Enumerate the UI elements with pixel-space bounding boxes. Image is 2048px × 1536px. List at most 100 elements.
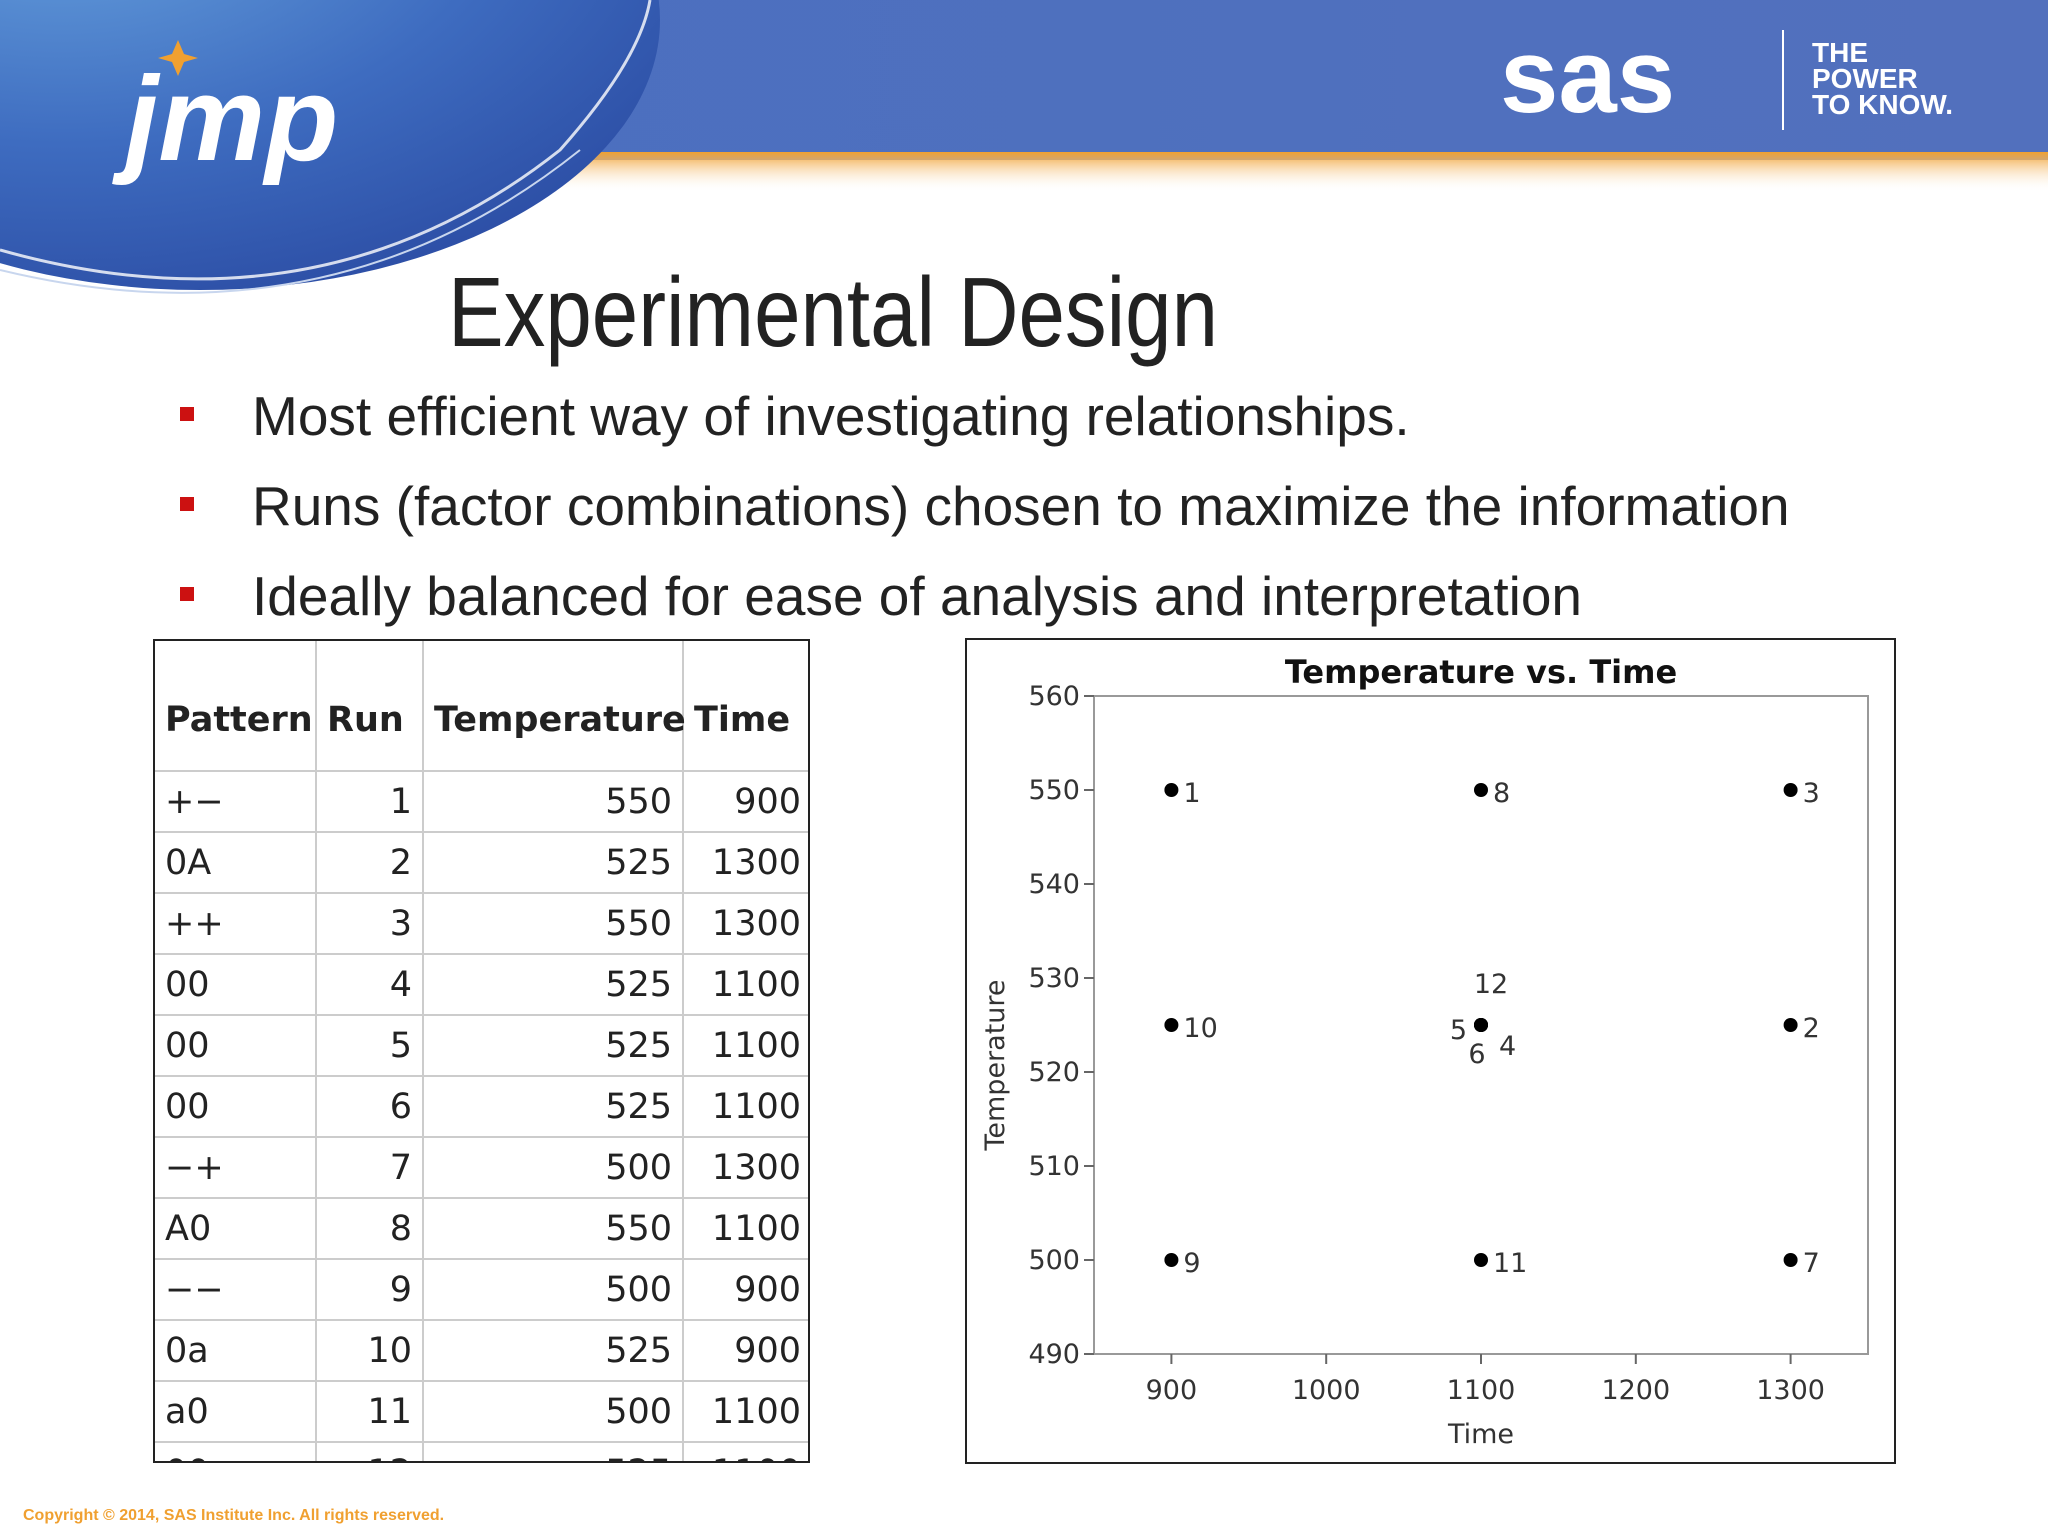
point-label: 5 [1450,1015,1467,1046]
bullet-marker [180,497,194,511]
bullet-list: Most efficient way of investigating rela… [180,385,1790,627]
table-cell: 2 [316,832,424,894]
point-label: 6 [1468,1039,1485,1070]
point-label: 10 [1183,1013,1217,1044]
x-tick-label: 1100 [1447,1375,1516,1406]
point-label: 1 [1183,778,1200,809]
x-axis-label: Time [1447,1419,1514,1450]
table-row: −+ 7 500 1300 [155,1137,808,1199]
table-cell: 00 [155,1015,317,1077]
table-cell: 525 [423,954,684,1016]
table-body: +− 1 550 900 0A 2 525 1300 ++ 3 550 1300 00 4 525 1100 0… [155,771,808,1461]
table-cell: 8 [316,1198,424,1260]
point [1164,1253,1179,1267]
point [1783,1018,1798,1032]
table-row: 00125251100 [155,1442,808,1461]
point [1164,1018,1179,1032]
table-cell: 550 [423,893,684,955]
slide-title: Experimental Design [448,257,1218,367]
point-label: 12 [1474,969,1508,1000]
table-cell: 0A [155,832,317,894]
table-cell: 1100 [683,954,808,1016]
table-cell: 525 [423,1320,684,1382]
table-row: ++ 3 550 1300 [155,893,808,955]
column-header: Temperature [423,641,686,772]
tagline-line: POWER [1812,63,1918,94]
logo-star [158,40,198,76]
table-cell: ++ [155,893,317,955]
table-cell: 1300 [683,832,808,894]
y-tick-label: 540 [1028,869,1080,900]
point-label: 3 [1803,778,1820,809]
header-row: Pattern Run Temperature Time [155,641,808,772]
point [1474,783,1488,797]
table-cell: 11 [316,1381,424,1443]
table-cell: 0a [155,1320,317,1382]
table-cell: 00 [155,1076,317,1138]
y-tick-label: 500 [1028,1245,1080,1276]
point-label: 7 [1803,1248,1820,1279]
table-cell: 550 [423,1198,684,1260]
column-header: Pattern [155,641,317,772]
table-cell: a0 [155,1381,317,1443]
logo-jmp: jmp [112,52,338,186]
chart-title: Temperature vs. Time [1285,653,1677,691]
table-cell: 525 [423,1015,684,1077]
table-cell: 4 [316,954,424,1016]
table-cell: 1300 [683,1137,808,1199]
table: Pattern Run Temperature Time +− 1 550 900 0A 2 525… [155,641,808,1461]
x-tick-label: 900 [1146,1375,1198,1406]
table-cell: −+ [155,1137,317,1199]
header-stripe [420,152,2048,192]
bullet-text: Most efficient way of investigating rela… [252,385,1410,447]
y-tick-label: 510 [1028,1151,1080,1182]
x-tick-label: 1200 [1601,1375,1670,1406]
table-cell: 525 [423,1076,684,1138]
table-cell: 550 [423,771,684,833]
point [1474,1018,1488,1032]
table-cell: 1100 [683,1442,808,1461]
table-cell: A0 [155,1198,317,1260]
point-label: 8 [1493,778,1510,809]
copyright: Copyright © 2014, SAS Institute Inc. All… [23,1507,444,1524]
point [1783,783,1798,797]
y-tick-label: 490 [1028,1339,1080,1370]
chart: Temperature vs. Time49050051052053054055… [980,653,1869,1450]
swoosh [0,149,581,294]
table-cell: 500 [423,1137,684,1199]
point [1164,783,1179,797]
table-cell: 1 [316,771,424,833]
point [1474,1253,1488,1267]
table-cell: 12 [316,1442,424,1461]
table-cell: +− [155,771,317,833]
bullet-text: Ideally balanced for ease of analysis an… [252,565,1582,627]
column-header: Run [316,641,424,772]
table-cell: 500 [423,1381,684,1443]
data-table: Pattern Run Temperature Time +− 1 550 900 0A 2 525… [153,639,810,1463]
point-label: 4 [1499,1031,1516,1062]
table-row: +− 1 550 900 [155,771,808,833]
y-tick-label: 530 [1028,963,1080,994]
table-cell: 525 [423,832,684,894]
table-cell: 10 [316,1320,424,1382]
chart-frame [965,638,1896,1464]
table-row: A0 8 550 1100 [155,1198,808,1260]
table-row: a0 11 500 1100 [155,1381,808,1443]
bullet-marker [180,407,194,421]
y-axis-label: Temperature [980,979,1011,1151]
table-row: 0a 10 525 900 [155,1320,808,1382]
column-header: Time [683,641,808,772]
table-cell: 525 [423,1442,684,1461]
logo-sas: sas [1500,18,1675,135]
table-cell: −− [155,1259,317,1321]
header-orb [0,0,660,290]
table-row: −− 9 500 900 [155,1259,808,1321]
table-cell: 00 [155,1442,317,1461]
swoosh [0,0,652,281]
point-label: 11 [1493,1248,1527,1279]
table-cell: 6 [316,1076,424,1138]
table-cell: 3 [316,893,424,955]
tagline-line: TO KNOW. [1812,89,1953,120]
